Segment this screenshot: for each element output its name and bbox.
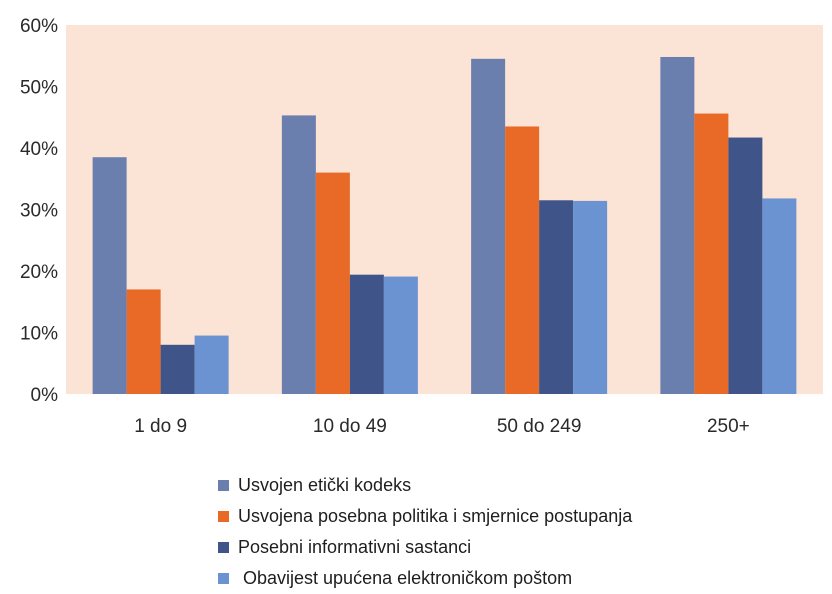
- legend-swatch: [218, 573, 229, 584]
- legend-swatch: [218, 480, 229, 491]
- x-tick-label: 50 do 249: [497, 416, 582, 437]
- bar-chart: 0% 10% 20% 30% 40% 50% 60% 1 do 9 10 do 49 50 do…: [20, 16, 823, 437]
- x-tick-label: 10 do 49: [313, 416, 387, 437]
- y-tick-label: 10%: [20, 324, 58, 345]
- bar: [728, 137, 763, 395]
- x-axis-ticks: 1 do 9 10 do 49 50 do 249 250+: [134, 416, 750, 437]
- bars: [92, 56, 797, 395]
- x-tick-label: 1 do 9: [134, 416, 187, 437]
- bar: [383, 276, 418, 394]
- legend-item: Obavijest upućena elektroničkom poštom: [218, 563, 632, 594]
- bar: [539, 200, 574, 394]
- bar: [315, 172, 350, 394]
- legend-swatch: [218, 542, 229, 553]
- legend-label: Obavijest upućena elektroničkom poštom: [238, 568, 573, 588]
- y-tick-label: 40%: [20, 139, 58, 160]
- x-tick-label: 250+: [707, 416, 750, 437]
- legend-swatch: [218, 511, 229, 522]
- y-tick-label: 20%: [20, 262, 58, 283]
- legend-label: Usvojen etički kodeks: [238, 475, 412, 495]
- legend-label: Usvojena posebna politika i smjernice po…: [238, 506, 633, 526]
- legend-item: Usvojena posebna politika i smjernice po…: [218, 501, 632, 532]
- bar: [126, 289, 161, 394]
- y-tick-label: 50%: [20, 78, 58, 99]
- legend-item: Usvojen etički kodeks: [218, 470, 632, 501]
- y-tick-label: 60%: [20, 16, 58, 37]
- bar: [349, 274, 384, 394]
- y-tick-label: 30%: [20, 201, 58, 222]
- bar: [573, 200, 608, 394]
- bar: [694, 113, 729, 394]
- bar: [660, 56, 695, 394]
- legend-item: Posebni informativni sastanci: [218, 532, 632, 563]
- bar: [160, 344, 195, 394]
- bar: [505, 126, 540, 394]
- bar: [92, 157, 127, 394]
- y-axis-ticks: 0% 10% 20% 30% 40% 50% 60%: [20, 16, 58, 406]
- bar: [762, 198, 797, 394]
- legend: Usvojen etički kodeks Usvojena posebna p…: [218, 470, 632, 594]
- y-tick-label: 0%: [31, 385, 59, 406]
- bar: [471, 58, 506, 394]
- legend-label: Posebni informativni sastanci: [238, 537, 472, 557]
- bar: [281, 115, 316, 394]
- bar: [194, 335, 229, 394]
